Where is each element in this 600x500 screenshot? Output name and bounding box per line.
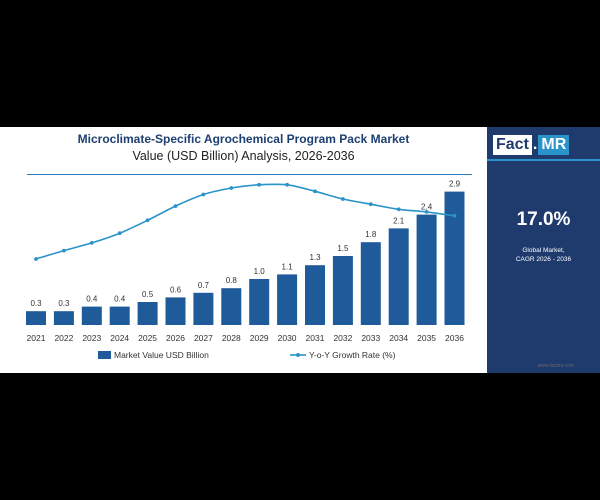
x-tick-label: 2027 <box>194 333 213 343</box>
x-tick-label: 2023 <box>82 333 101 343</box>
bar-2034 <box>388 228 409 325</box>
legend-bar-swatch <box>98 351 111 359</box>
side-panel: Fact . MR 17.0% Global Market, CAGR 2026… <box>487 127 600 373</box>
bar-2026 <box>165 297 186 325</box>
x-tick-label: 2021 <box>27 333 46 343</box>
x-tick-label: 2033 <box>361 333 380 343</box>
chart-area: Microclimate-Specific Agrochemical Progr… <box>0 127 487 373</box>
x-tick-label: 2030 <box>278 333 297 343</box>
growth-point-2024 <box>117 231 122 236</box>
growth-point-2035 <box>424 210 429 214</box>
growth-point-2027 <box>201 192 206 197</box>
x-tick-label: 2025 <box>138 333 157 343</box>
growth-rate-line <box>35 183 455 260</box>
bar-value-label: 0.4 <box>86 295 98 304</box>
cagr-period-label: CAGR 2026 - 2036 <box>515 256 572 263</box>
bar-value-label: 0.7 <box>198 281 210 290</box>
x-tick-label: 2026 <box>166 333 185 343</box>
x-tick-label: 2024 <box>110 333 129 343</box>
growth-point-2021 <box>34 257 38 261</box>
legend-bar-label: Market Value USD Billion <box>114 350 209 360</box>
bar-value-label: 0.8 <box>226 276 238 285</box>
bar-2036 <box>444 191 465 325</box>
growth-point-2031 <box>313 189 317 194</box>
side-divider <box>487 159 600 161</box>
chart-plot: 0.3 2021 0.3 2022 0.4 2023 0.4 2024 0.5 2025 0.6 20… <box>26 180 465 360</box>
x-tick-label: 2034 <box>389 333 408 343</box>
bar-value-label: 2.4 <box>421 203 433 212</box>
bar-2033 <box>360 242 381 325</box>
growth-point-2025 <box>145 218 150 223</box>
bar-2024 <box>109 306 130 325</box>
bar-value-label: 1.1 <box>282 262 294 271</box>
bar-value-label: 0.4 <box>114 295 126 304</box>
bar-2027 <box>193 292 214 325</box>
growth-point-2022 <box>62 248 66 253</box>
bar-value-label: 1.8 <box>365 230 377 239</box>
bar-2031 <box>305 265 325 325</box>
brand-logo: Fact . MR <box>493 135 570 155</box>
bar-value-label: 1.0 <box>254 267 266 276</box>
growth-point-2034 <box>396 207 401 212</box>
growth-point-2032 <box>341 197 345 201</box>
growth-point-2030 <box>285 182 289 187</box>
growth-point-2023 <box>89 241 94 245</box>
bar-2028 <box>221 288 242 325</box>
logo-dot: . <box>532 136 538 153</box>
x-tick-label: 2031 <box>306 333 325 343</box>
logo-fact-text: Fact <box>493 135 532 155</box>
bar-2023 <box>81 306 102 325</box>
logo-mr-text: MR <box>538 135 570 155</box>
x-tick-label: 2032 <box>333 333 352 343</box>
bar-2022 <box>53 311 74 325</box>
x-tick-label: 2029 <box>250 333 269 343</box>
title-divider <box>27 174 472 175</box>
cagr-label: Global Market, <box>522 247 565 254</box>
bar-value-label: 0.3 <box>58 299 70 308</box>
x-tick-label: 2022 <box>54 333 73 343</box>
cagr-value: 17.0% <box>516 209 571 230</box>
bar-2032 <box>332 256 353 325</box>
bar-value-label: 2.1 <box>393 216 405 225</box>
x-tick-label: 2028 <box>222 333 241 343</box>
bar-value-label: 0.5 <box>142 290 154 299</box>
bar-2021 <box>26 311 46 325</box>
bar-2025 <box>137 302 158 325</box>
bar-2029 <box>249 279 270 325</box>
chart-title: Microclimate-Specific Agrochemical Progr… <box>77 132 410 146</box>
legend-line-marker <box>296 353 300 357</box>
growth-point-2028 <box>229 186 234 190</box>
bar-value-label: 2.9 <box>449 180 461 189</box>
growth-point-2036 <box>452 213 457 218</box>
growth-point-2029 <box>257 182 262 187</box>
x-tick-label: 2036 <box>445 333 464 343</box>
bar-value-label: 0.3 <box>30 299 42 308</box>
growth-point-2033 <box>368 202 373 207</box>
x-tick-label: 2035 <box>417 333 436 343</box>
legend-line-label: Y-o-Y Growth Rate (%) <box>309 350 396 360</box>
bar-value-label: 1.5 <box>337 244 349 253</box>
chart-subtitle: Value (USD Billion) Analysis, 2026-2036 <box>132 149 355 163</box>
chart-card: Microclimate-Specific Agrochemical Progr… <box>0 127 600 373</box>
bar-value-label: 1.3 <box>309 253 321 262</box>
bar-2035 <box>416 214 437 325</box>
growth-point-2026 <box>173 204 178 208</box>
bar-2030 <box>277 274 298 325</box>
bar-value-label: 0.6 <box>170 285 182 294</box>
footer-url: www.factmr.com <box>537 363 574 369</box>
